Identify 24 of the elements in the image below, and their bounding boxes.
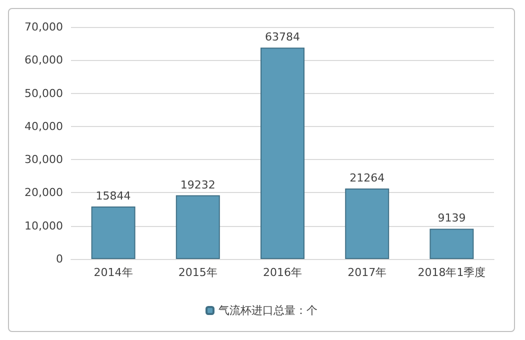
- data-label: 21264: [350, 172, 385, 185]
- bar: [345, 188, 390, 259]
- y-tick-label: 30,000: [24, 153, 63, 166]
- x-tick-label: 2014年: [94, 266, 133, 279]
- data-label: 63784: [265, 30, 300, 44]
- y-tick-label: 20,000: [24, 186, 63, 200]
- y-tick-label: 0: [56, 252, 63, 266]
- x-tick-label: 2017年: [348, 266, 387, 279]
- bar: [260, 48, 304, 259]
- bar: [91, 206, 136, 259]
- y-tick-label: 70,000: [24, 20, 63, 34]
- y-tick-label: 10,000: [24, 219, 63, 232]
- y-tick-label: 60,000: [24, 54, 63, 67]
- data-label: 19232: [180, 178, 216, 192]
- y-tick-label: 40,000: [24, 120, 63, 133]
- data-label: 9139: [438, 212, 466, 225]
- x-tick-label: 2016年: [263, 266, 302, 279]
- bar: [176, 195, 220, 259]
- legend-label: 气流杯进口总量：个: [218, 304, 318, 317]
- x-tick-label: 2015年: [178, 266, 218, 279]
- y-tick-label: 50,000: [24, 86, 63, 100]
- bar: [430, 228, 474, 259]
- data-label: 15844: [96, 189, 131, 202]
- x-tick-label: 2018年1季度: [418, 266, 486, 279]
